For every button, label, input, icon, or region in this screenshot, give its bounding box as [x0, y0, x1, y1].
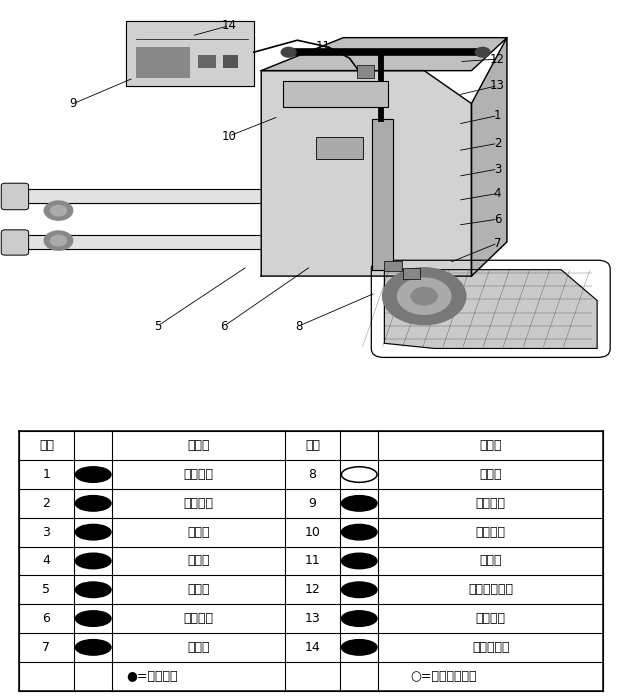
- Text: 支撑脚轮: 支撑脚轮: [183, 612, 213, 625]
- Circle shape: [341, 582, 377, 598]
- Bar: [384, 261, 402, 271]
- Polygon shape: [261, 70, 471, 276]
- Circle shape: [44, 200, 73, 221]
- Text: 13: 13: [490, 79, 505, 92]
- Polygon shape: [261, 38, 507, 70]
- Text: 12: 12: [490, 53, 505, 65]
- Text: 电瓶箱盖: 电瓶箱盖: [476, 525, 506, 539]
- Polygon shape: [384, 269, 597, 349]
- Text: 12: 12: [305, 583, 320, 596]
- Circle shape: [411, 287, 438, 306]
- Circle shape: [75, 582, 111, 598]
- Text: 名　称: 名 称: [187, 439, 210, 452]
- Text: 6: 6: [494, 213, 501, 226]
- Text: 7: 7: [494, 237, 501, 250]
- Text: 14: 14: [305, 641, 320, 654]
- Circle shape: [281, 47, 297, 58]
- Circle shape: [341, 467, 377, 482]
- Text: 电瓶充电器: 电瓶充电器: [472, 641, 509, 654]
- Bar: [357, 65, 374, 78]
- Text: 急停按钮: 急停按钮: [183, 497, 213, 510]
- Text: 10: 10: [305, 525, 320, 539]
- Text: 6: 6: [42, 612, 50, 625]
- Polygon shape: [372, 119, 393, 269]
- Text: 右半罩: 右半罩: [187, 555, 210, 567]
- Text: 2: 2: [494, 137, 501, 150]
- Text: 2: 2: [42, 497, 50, 510]
- Text: 提升装置: 提升装置: [476, 497, 506, 510]
- Text: 8: 8: [295, 319, 302, 333]
- Text: 9: 9: [70, 97, 77, 110]
- Text: 7: 7: [42, 641, 50, 654]
- Polygon shape: [471, 38, 507, 276]
- Text: 控制器: 控制器: [480, 555, 502, 567]
- Text: 碰撞安全装置: 碰撞安全装置: [468, 583, 513, 596]
- FancyBboxPatch shape: [1, 230, 29, 255]
- Bar: [198, 55, 216, 68]
- Text: 11: 11: [316, 40, 331, 53]
- Circle shape: [382, 267, 466, 325]
- Circle shape: [50, 205, 67, 216]
- Text: 4: 4: [42, 555, 50, 567]
- Text: 电锁开关: 电锁开关: [183, 468, 213, 481]
- Text: 11: 11: [305, 555, 320, 567]
- Text: 5: 5: [42, 583, 50, 596]
- Polygon shape: [12, 235, 358, 249]
- Text: 脚踏板: 脚踏板: [480, 468, 502, 481]
- Text: 3: 3: [42, 525, 50, 539]
- Text: 1: 1: [494, 109, 501, 122]
- Bar: [136, 47, 190, 78]
- Bar: [283, 81, 388, 107]
- Text: 名　称: 名 称: [480, 439, 502, 452]
- Polygon shape: [126, 21, 254, 86]
- Circle shape: [75, 611, 111, 626]
- Circle shape: [341, 496, 377, 511]
- Circle shape: [341, 524, 377, 540]
- Text: 驱动轮: 驱动轮: [187, 641, 210, 654]
- Text: 8: 8: [309, 468, 317, 481]
- Text: 14: 14: [221, 19, 236, 32]
- Text: 1: 1: [42, 468, 50, 481]
- Circle shape: [397, 278, 452, 315]
- Circle shape: [75, 496, 111, 511]
- Bar: [403, 268, 420, 279]
- Circle shape: [75, 553, 111, 569]
- Circle shape: [75, 524, 111, 540]
- Circle shape: [75, 467, 111, 482]
- Text: 序号: 序号: [39, 439, 54, 452]
- Polygon shape: [12, 189, 358, 203]
- Circle shape: [341, 640, 377, 655]
- Text: 左半罩: 左半罩: [187, 583, 210, 596]
- Text: 电量表: 电量表: [187, 525, 210, 539]
- Circle shape: [44, 230, 73, 251]
- Text: 6: 6: [220, 319, 228, 333]
- Circle shape: [75, 640, 111, 655]
- Text: 序号: 序号: [305, 439, 320, 452]
- Circle shape: [50, 235, 67, 246]
- Circle shape: [341, 553, 377, 569]
- Text: 13: 13: [305, 612, 320, 625]
- FancyBboxPatch shape: [1, 183, 29, 209]
- Text: 9: 9: [309, 497, 317, 510]
- Text: 10: 10: [221, 129, 236, 143]
- Text: ○=可选择的部件: ○=可选择的部件: [411, 670, 477, 683]
- Bar: [223, 55, 238, 68]
- Text: 操纵手柄: 操纵手柄: [476, 612, 506, 625]
- Text: 3: 3: [494, 163, 501, 175]
- Text: ●=标准部件: ●=标准部件: [126, 670, 177, 683]
- Circle shape: [475, 47, 491, 58]
- Circle shape: [341, 611, 377, 626]
- Text: 4: 4: [494, 187, 501, 200]
- Text: 5: 5: [154, 319, 161, 333]
- Bar: [316, 137, 363, 159]
